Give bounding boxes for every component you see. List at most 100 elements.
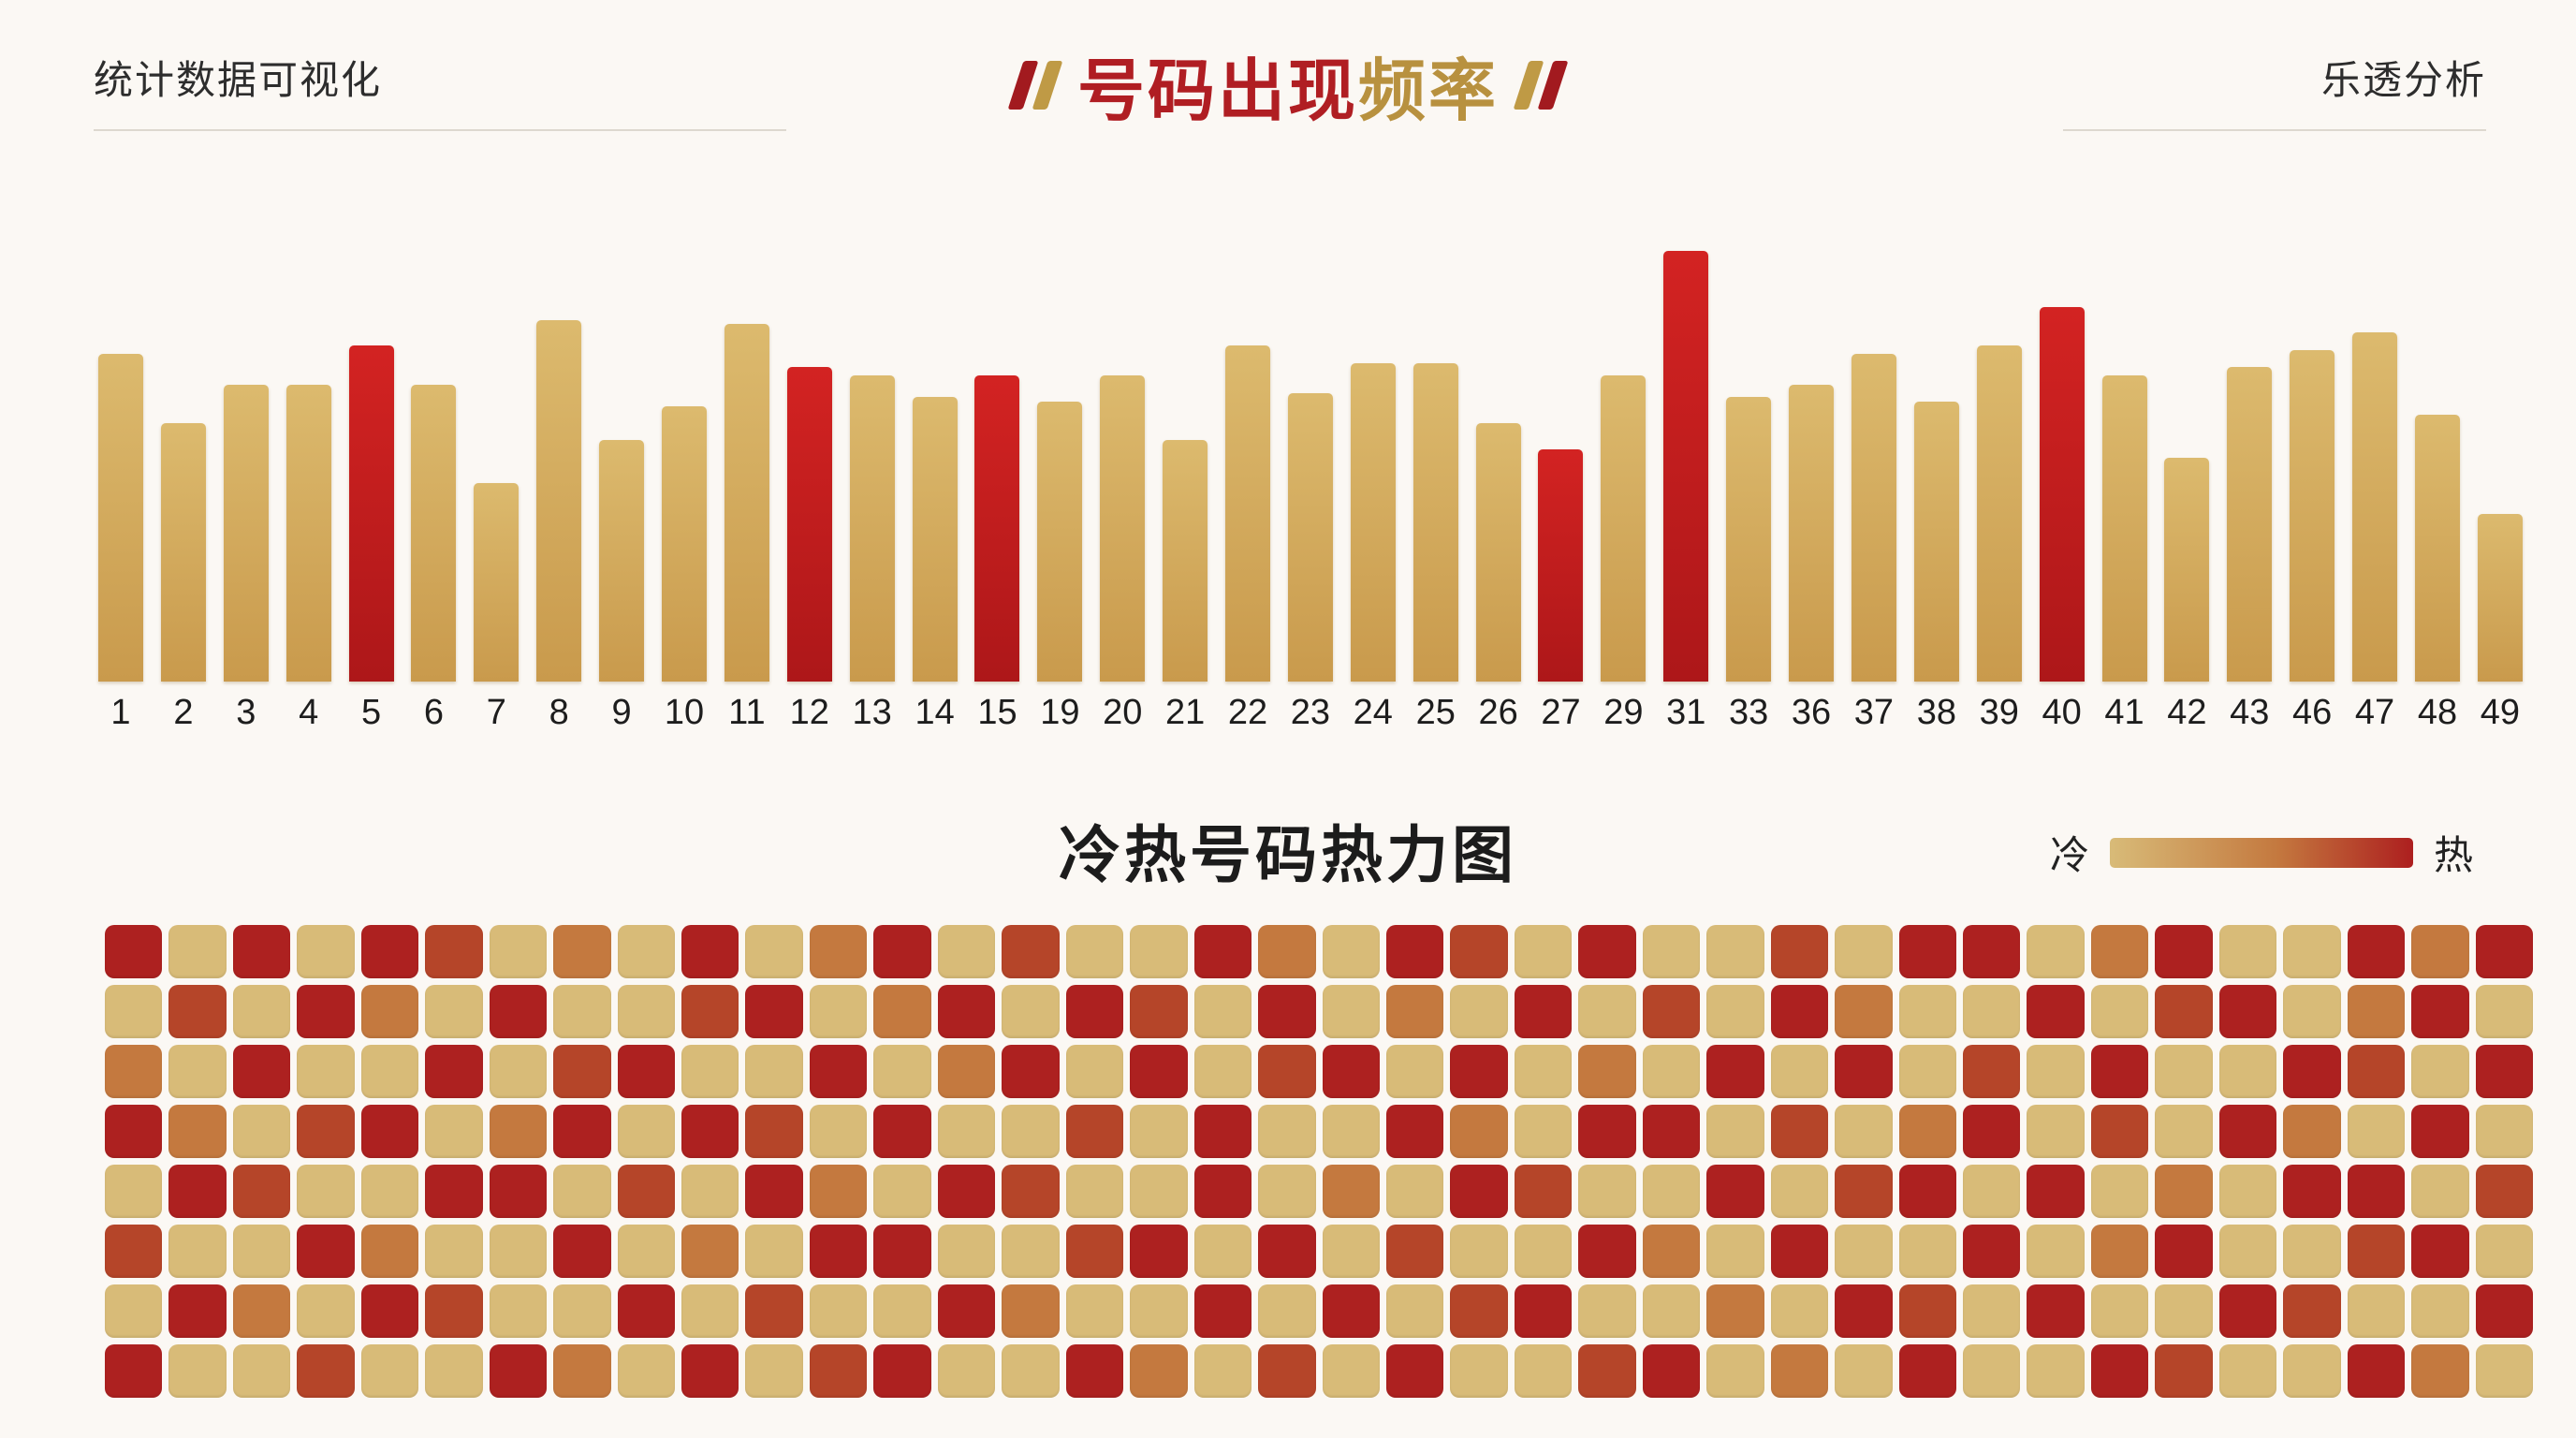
heatmap-cell [2090, 1105, 2149, 1158]
heatmap-cell [937, 1284, 996, 1338]
heatmap-cell [1385, 1045, 1444, 1098]
bar-item: 10 [661, 406, 708, 736]
bar-item: 7 [473, 483, 520, 736]
heatmap-cell [297, 1105, 355, 1158]
heatmap-cell [937, 985, 996, 1038]
heatmap-cell [1770, 1225, 1829, 1278]
heatmap-cell [745, 1045, 803, 1098]
bar [1412, 363, 1458, 682]
heatmap-cell [809, 1344, 868, 1398]
bar-hot [1538, 449, 1584, 682]
heatmap-cell [1770, 1045, 1829, 1098]
heatmap-cell [2027, 1225, 2085, 1278]
heatmap-cell [168, 1165, 227, 1218]
bar-item: 5 [348, 345, 395, 736]
bar-item: 39 [1976, 345, 2023, 736]
heatmap-cell [681, 925, 739, 978]
bar [160, 423, 206, 682]
bar-label: 10 [664, 693, 705, 732]
heatmap-cell [873, 1105, 931, 1158]
heatmap-cell [937, 1344, 996, 1398]
bar [1037, 402, 1083, 682]
heatmap-cell [617, 1045, 676, 1098]
heatmap-cell [1962, 1225, 2021, 1278]
heatmap-cell [1962, 1045, 2021, 1098]
bar-label: 14 [915, 693, 955, 732]
bar [1350, 363, 1396, 682]
heatmap-cell [105, 1344, 163, 1398]
bar-item: 21 [1162, 440, 1208, 736]
heatmap-cell [1322, 1165, 1380, 1218]
heatmap-cell [1002, 985, 1060, 1038]
heatmap-cell [1322, 1225, 1380, 1278]
heatmap-cell [1642, 925, 1701, 978]
bar [1475, 423, 1521, 682]
bar-label: 41 [2104, 693, 2144, 732]
heatmap-cell [2218, 1045, 2277, 1098]
heatmap-cell [553, 1225, 611, 1278]
legend-hot-label: 热 [2433, 833, 2473, 877]
heatmap-cell [1642, 985, 1701, 1038]
bar [2101, 375, 2147, 682]
heatmap-cell [681, 1045, 739, 1098]
heatmap-cell [2475, 1284, 2533, 1338]
bar-item: 4 [285, 385, 332, 736]
heatmap-cell [1578, 1165, 1636, 1218]
heatmap-cell [1835, 985, 1893, 1038]
heatmap-cell [2475, 1045, 2533, 1098]
bar-item: 46 [2289, 350, 2335, 736]
heatmap-cell [297, 1045, 355, 1098]
heatmap-cell [1130, 985, 1188, 1038]
heatmap-cell [297, 925, 355, 978]
heatmap-cell [1193, 985, 1252, 1038]
heatmap-cell [1450, 1165, 1508, 1218]
heatmap-cell [617, 1165, 676, 1218]
heatmap-cell [1514, 1045, 1573, 1098]
bar-item: 3 [223, 385, 270, 736]
heatmap-cell [105, 1045, 163, 1098]
bar-label: 43 [2230, 693, 2270, 732]
heatmap-cell [1002, 925, 1060, 978]
heatmap-cell [873, 1045, 931, 1098]
bar [285, 385, 331, 682]
heatmap-cell [1193, 1045, 1252, 1098]
heatmap-cell [2347, 925, 2406, 978]
heatmap-cell [553, 985, 611, 1038]
bar-label: 48 [2417, 693, 2458, 732]
bar-label: 42 [2167, 693, 2207, 732]
heatmap-cell [745, 1165, 803, 1218]
heatmap-cell [2475, 925, 2533, 978]
bar-label: 46 [2292, 693, 2333, 732]
heatmap-cell [2218, 1105, 2277, 1158]
heatmap-cell [2027, 1344, 2085, 1398]
bar-item: 29 [1600, 375, 1647, 736]
heatmap-cell [2027, 925, 2085, 978]
heatmap-cell [1514, 1105, 1573, 1158]
heatmap-cell [1002, 1165, 1060, 1218]
bar-label: 22 [1227, 693, 1268, 732]
bar-item: 33 [1725, 397, 1772, 736]
heatmap-cell [2411, 1284, 2469, 1338]
bar-item: 38 [1913, 402, 1960, 736]
heatmap-cell [2155, 925, 2213, 978]
bar-item: 2 [160, 423, 207, 736]
bar-label: 12 [789, 693, 829, 732]
bar-label: 6 [423, 693, 445, 732]
header-right-divider [2063, 129, 2486, 131]
heatmap-cell [1130, 1225, 1188, 1278]
heatmap-cell [105, 1284, 163, 1338]
heatmap-cell [1835, 1225, 1893, 1278]
bar-label: 33 [1729, 693, 1769, 732]
heatmap-cell [1770, 1344, 1829, 1398]
heatmap-cell [2411, 1344, 2469, 1398]
heatmap-cell [489, 1284, 548, 1338]
bar-label: 13 [852, 693, 892, 732]
heatmap-cell [2283, 925, 2341, 978]
bar [2164, 458, 2210, 682]
heatmap-cell [2475, 1344, 2533, 1398]
heatmap-cell [1002, 1105, 1060, 1158]
heatmap-cell [681, 1105, 739, 1158]
bar-item: 12 [786, 367, 833, 736]
heatmap-cell [2411, 985, 2469, 1038]
bar-label: 49 [2480, 693, 2520, 732]
